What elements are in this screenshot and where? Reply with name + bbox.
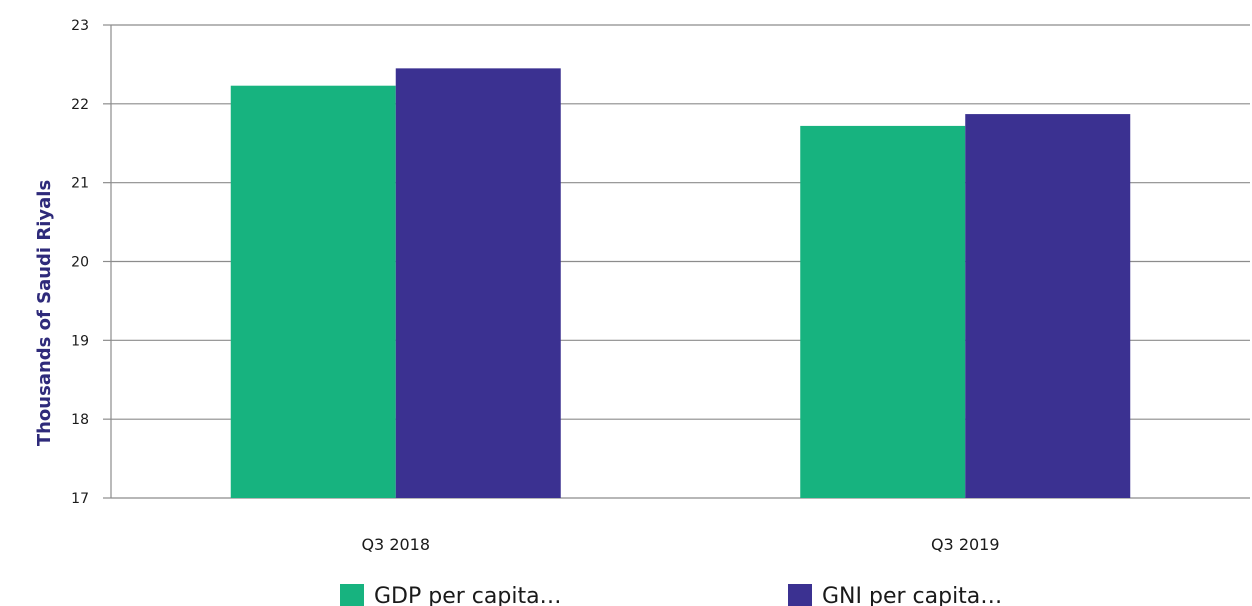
y-tick-label: 23: [71, 18, 89, 34]
legend-swatch: [340, 584, 364, 606]
bar-gni-0: [395, 68, 561, 498]
y-tick-label: 18: [71, 412, 89, 428]
y-tick-label: 19: [71, 333, 89, 349]
legend-label: GNI per capita…: [822, 584, 1002, 606]
y-tick-label: 22: [71, 97, 89, 113]
x-category-label: Q3 2018: [361, 535, 430, 554]
y-tick-label: 20: [71, 255, 89, 271]
legend-swatch: [788, 584, 812, 606]
y-tick-label: 21: [71, 176, 89, 192]
legend: GDP per capita… GNI per capita…: [340, 584, 1002, 606]
y-tick-label: 17: [71, 491, 89, 507]
y-axis-label: Thousands of Saudi Riyals: [34, 180, 55, 446]
bar-gdp-0: [230, 85, 396, 499]
bar-gdp-1: [800, 125, 966, 498]
bars: [230, 68, 1131, 499]
legend-label: GDP per capita…: [374, 584, 562, 606]
tick-labels: 17 18 19 20 21 22 23 Q3 2018 Q3 2019: [71, 18, 999, 554]
x-category-label: Q3 2019: [931, 535, 1000, 554]
bar-gni-1: [965, 114, 1131, 498]
